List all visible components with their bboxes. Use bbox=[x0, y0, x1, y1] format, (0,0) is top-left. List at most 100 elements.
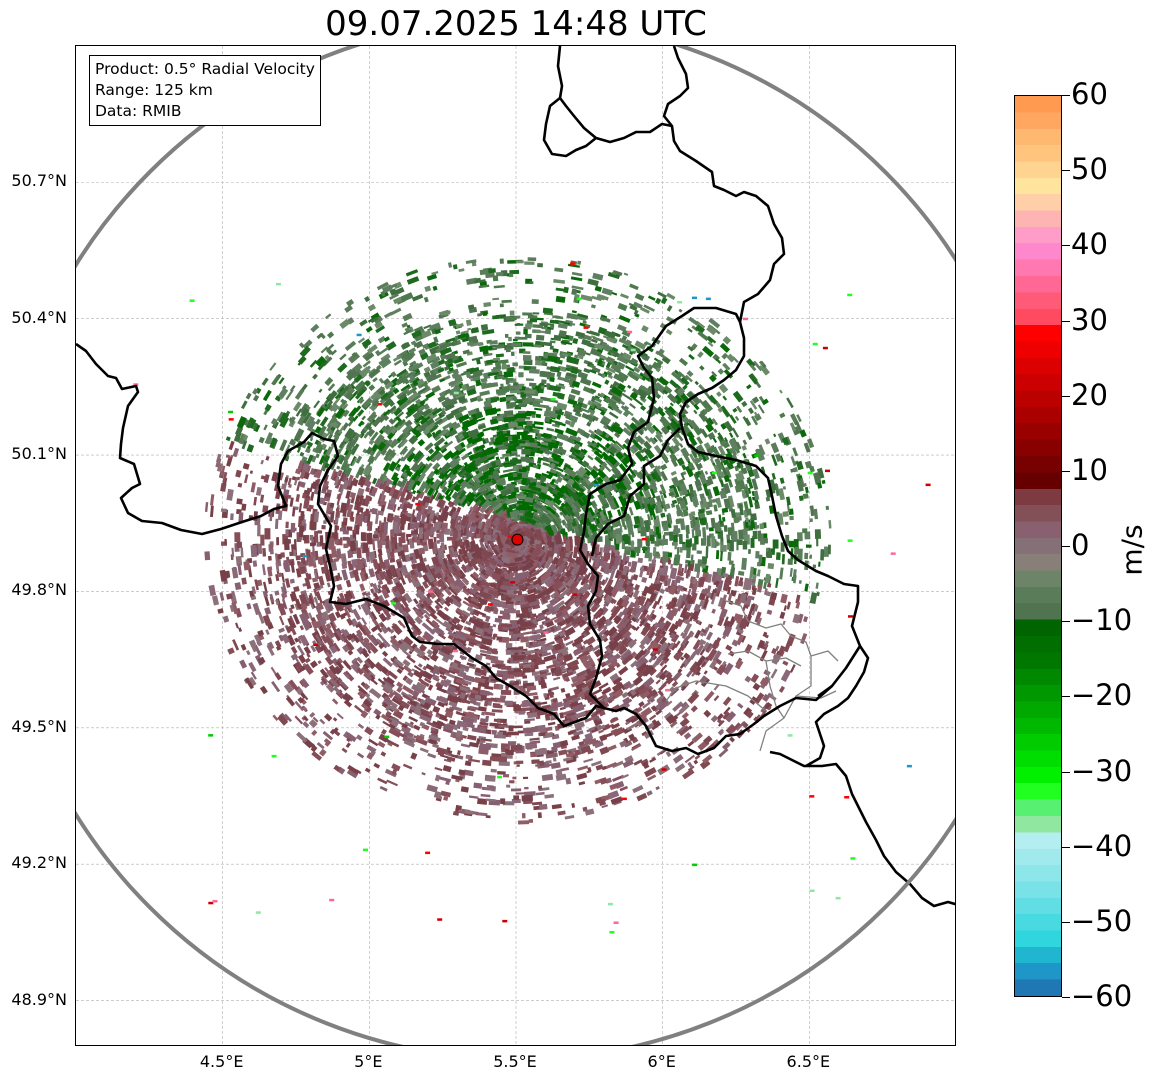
velocity-echo bbox=[577, 260, 582, 265]
velocity-echo bbox=[422, 580, 430, 589]
velocity-echo bbox=[518, 365, 527, 369]
velocity-echo bbox=[646, 364, 654, 372]
velocity-echo bbox=[627, 384, 632, 389]
velocity-echo bbox=[703, 670, 708, 675]
velocity-echo bbox=[815, 582, 819, 589]
velocity-echo bbox=[549, 345, 554, 350]
velocity-echo bbox=[734, 415, 740, 421]
velocity-echo bbox=[812, 564, 817, 569]
velocity-echo bbox=[284, 476, 289, 483]
velocity-echo bbox=[524, 261, 535, 265]
velocity-echo bbox=[571, 310, 577, 314]
velocity-echo bbox=[605, 762, 618, 769]
velocity-echo bbox=[570, 276, 583, 282]
velocity-echo bbox=[315, 418, 321, 425]
velocity-echo bbox=[702, 345, 715, 358]
velocity-echo bbox=[591, 445, 599, 454]
velocity-echo bbox=[523, 351, 531, 355]
velocity-echo bbox=[539, 633, 546, 638]
velocity-echo bbox=[341, 747, 348, 754]
velocity-echo bbox=[672, 753, 684, 764]
velocity-echo bbox=[397, 506, 401, 511]
velocity-echo bbox=[785, 521, 789, 526]
velocity-echo bbox=[540, 682, 547, 689]
velocity-echo bbox=[751, 478, 759, 491]
velocity-echo bbox=[550, 762, 561, 770]
velocity-echo bbox=[313, 400, 320, 409]
velocity-echo bbox=[224, 538, 227, 545]
velocity-echo bbox=[458, 268, 465, 273]
velocity-echo bbox=[424, 285, 432, 292]
velocity-echo bbox=[531, 759, 540, 765]
velocity-echo bbox=[781, 554, 786, 565]
velocity-echo bbox=[670, 470, 677, 476]
velocity-echo bbox=[771, 472, 776, 480]
velocity-echo bbox=[474, 654, 483, 661]
velocity-echo bbox=[607, 405, 615, 411]
velocity-echo bbox=[658, 605, 663, 610]
velocity-echo bbox=[289, 385, 296, 392]
velocity-echo bbox=[451, 390, 463, 399]
velocity-echo bbox=[723, 616, 729, 627]
velocity-echo bbox=[590, 304, 596, 309]
chart-title: 09.07.2025 14:48 UTC bbox=[325, 4, 707, 44]
velocity-echo bbox=[423, 366, 431, 373]
velocity-echo bbox=[295, 494, 301, 503]
velocity-echo bbox=[242, 462, 250, 470]
velocity-echo bbox=[426, 784, 438, 793]
velocity-echo bbox=[742, 452, 747, 459]
velocity-echo bbox=[646, 790, 653, 797]
velocity-echo bbox=[275, 518, 279, 530]
velocity-echo bbox=[278, 627, 285, 634]
velocity-echo bbox=[317, 660, 322, 665]
velocity-echo bbox=[814, 529, 822, 540]
velocity-echo bbox=[574, 721, 585, 730]
velocity-echo bbox=[804, 552, 809, 560]
velocity-echo bbox=[752, 530, 758, 540]
velocity-echo bbox=[357, 723, 365, 730]
velocity-echo bbox=[227, 647, 235, 655]
velocity-echo bbox=[498, 756, 508, 763]
velocity-echo bbox=[389, 307, 402, 316]
velocity-echo bbox=[406, 534, 409, 541]
velocity-echo bbox=[635, 626, 640, 632]
velocity-echo bbox=[482, 311, 488, 317]
velocity-echo bbox=[492, 297, 500, 301]
velocity-echo bbox=[789, 664, 796, 673]
velocity-echo bbox=[571, 802, 576, 808]
velocity-echo bbox=[782, 486, 787, 490]
velocity-echo bbox=[434, 767, 443, 772]
velocity-echo bbox=[779, 567, 784, 580]
velocity-echo bbox=[240, 643, 247, 651]
velocity-echo bbox=[565, 561, 572, 572]
velocity-echo bbox=[567, 730, 574, 736]
velocity-echo bbox=[574, 411, 582, 418]
velocity-echo bbox=[375, 513, 379, 525]
radar-map[interactable] bbox=[75, 45, 956, 1046]
velocity-echo bbox=[660, 512, 666, 518]
velocity-echo bbox=[634, 293, 645, 301]
velocity-echo bbox=[742, 540, 748, 550]
velocity-echo bbox=[646, 696, 654, 704]
velocity-echo bbox=[795, 594, 801, 604]
velocity-echo bbox=[372, 377, 378, 383]
velocity-echo bbox=[491, 729, 497, 735]
velocity-echo bbox=[432, 705, 441, 714]
velocity-echo bbox=[546, 427, 555, 432]
velocity-echo bbox=[485, 715, 490, 722]
velocity-echo bbox=[326, 331, 335, 339]
velocity-echo bbox=[387, 461, 398, 472]
velocity-echo bbox=[361, 617, 368, 626]
velocity-echo bbox=[672, 671, 683, 682]
velocity-echo bbox=[499, 258, 504, 264]
velocity-echo bbox=[331, 698, 339, 705]
velocity-echo bbox=[253, 496, 258, 506]
velocity-echo bbox=[534, 428, 540, 434]
velocity-echo bbox=[617, 509, 622, 517]
velocity-echo bbox=[660, 463, 668, 471]
velocity-echo bbox=[534, 407, 543, 411]
velocity-echo bbox=[253, 423, 261, 433]
velocity-echo bbox=[551, 803, 562, 810]
velocity-echo bbox=[460, 786, 469, 793]
velocity-echo bbox=[611, 760, 624, 769]
